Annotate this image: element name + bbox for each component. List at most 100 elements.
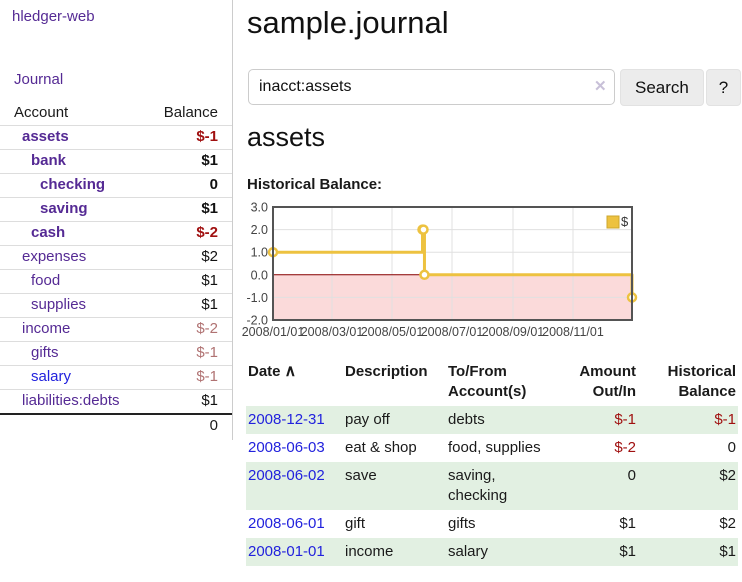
data-point-marker xyxy=(419,269,430,281)
account-link[interactable]: liabilities:debts xyxy=(22,392,120,409)
transaction-date-cell: 2008-06-02 xyxy=(246,462,343,510)
column-header-date[interactable]: Date ∧ xyxy=(246,360,343,406)
transaction-row: 2008-01-01 income salary $1 $1 xyxy=(246,538,738,566)
account-link[interactable]: food xyxy=(31,272,61,289)
account-row: supplies $1 xyxy=(0,294,232,318)
search-button[interactable]: Search xyxy=(620,69,704,106)
account-link[interactable]: income xyxy=(22,320,71,337)
x-axis-tick-label: 2008/11/01 xyxy=(542,325,604,339)
account-link[interactable]: bank xyxy=(31,152,67,169)
transaction-row: 2008-12-31 pay off debts $-1 $-1 xyxy=(246,406,738,434)
account-balance: $1 xyxy=(201,392,218,409)
transaction-balance: $2 xyxy=(719,515,736,532)
account-balance: $-2 xyxy=(196,320,218,337)
transaction-date-link[interactable]: 2008-01-01 xyxy=(248,543,325,560)
accounts-table-header: Account Balance xyxy=(0,102,232,126)
account-row: gifts $-1 xyxy=(0,342,232,366)
accounts-total-value: 0 xyxy=(209,417,218,434)
account-heading: assets xyxy=(247,122,326,152)
account-link[interactable]: checking xyxy=(40,176,106,193)
account-balance: $-1 xyxy=(196,344,218,361)
transaction-description: pay off xyxy=(345,411,390,428)
transaction-description: eat & shop xyxy=(345,439,417,456)
x-axis-tick-label: 2008/01/01 xyxy=(242,325,305,339)
account-link[interactable]: salary xyxy=(31,368,72,385)
x-axis-tick-label: 2008/07/01 xyxy=(421,325,484,339)
column-header-amount[interactable]: Amount Out/In xyxy=(579,363,636,400)
sidebar-divider xyxy=(232,0,233,440)
y-axis-tick-label: 0.0 xyxy=(251,268,268,282)
account-link[interactable]: supplies xyxy=(31,296,87,313)
x-axis-tick-label: 2008/09/01 xyxy=(482,325,545,339)
account-balance: 0 xyxy=(209,176,218,193)
account-row: food $1 xyxy=(0,270,232,294)
account-row: liabilities:debts $1 xyxy=(0,390,232,415)
register-table: Date ∧ Description To/From Account(s) Amo… xyxy=(246,360,738,566)
chart-title: Historical Balance: xyxy=(247,176,383,193)
account-balance: $2 xyxy=(201,248,218,265)
register-table-body: 2008-12-31 pay off debts $-1 $-1 2008-06-03 ea… xyxy=(246,406,738,566)
historical-balance-chart: $3.0 2.0 1.0 0.0 -1.0 -2.02008/01/012008/03/0… xyxy=(242,201,638,339)
transaction-accounts: salary xyxy=(448,543,489,560)
date-header-label: Date xyxy=(248,363,281,380)
transaction-amount: $1 xyxy=(619,515,636,532)
account-link[interactable]: cash xyxy=(31,224,66,241)
account-row: expenses $2 xyxy=(0,246,232,270)
transaction-date-link[interactable]: 2008-06-02 xyxy=(248,467,325,484)
account-row: salary $-1 xyxy=(0,366,232,390)
app-brand-link[interactable]: hledger-web xyxy=(12,8,95,25)
register-header-row: Date ∧ Description To/From Account(s) Amo… xyxy=(246,360,738,406)
transaction-amount: $-1 xyxy=(614,411,636,428)
transaction-date-link[interactable]: 2008-06-03 xyxy=(248,439,325,456)
transaction-balance: $1 xyxy=(719,543,736,560)
transaction-accounts: saving, checking xyxy=(448,467,508,504)
transaction-row: 2008-06-01 gift gifts $1 $2 xyxy=(246,510,738,538)
transaction-date-cell: 2008-06-03 xyxy=(246,434,343,462)
transaction-date-link[interactable]: 2008-06-01 xyxy=(248,515,325,532)
search-input[interactable] xyxy=(248,69,615,105)
accounts-header-account: Account xyxy=(14,104,69,121)
sidebar: hledger-web Journal Account Balance asse… xyxy=(0,0,233,582)
y-axis-tick-label: 1.0 xyxy=(251,246,268,260)
account-balance: $1 xyxy=(201,296,218,313)
sidebar-item-journal[interactable]: Journal xyxy=(14,71,64,88)
transaction-date-link[interactable]: 2008-12-31 xyxy=(248,411,325,428)
transaction-accounts: gifts xyxy=(448,515,476,532)
clear-search-icon[interactable]: ✕ xyxy=(594,78,607,95)
column-header-balance[interactable]: Historical Balance xyxy=(667,363,736,400)
accounts-table-body: assets $-1 bank $1 checking 0 saving $1 cash $-2 e… xyxy=(0,126,232,415)
account-link[interactable]: saving xyxy=(40,200,88,217)
account-balance: $1 xyxy=(201,200,218,217)
plot-border xyxy=(272,206,633,321)
account-balance: $-1 xyxy=(196,368,218,385)
accounts-table: Account Balance assets $-1 bank $1 checking 0… xyxy=(0,102,232,438)
account-balance: $-2 xyxy=(196,224,218,241)
account-link[interactable]: gifts xyxy=(31,344,59,361)
transaction-balance: 0 xyxy=(727,439,736,456)
column-header-account[interactable]: To/From Account(s) xyxy=(448,363,527,400)
transaction-date-cell: 2008-12-31 xyxy=(246,406,343,434)
help-button[interactable]: ? xyxy=(706,69,741,106)
account-row: cash $-2 xyxy=(0,222,232,246)
x-axis-tick-label: 2008/05/01 xyxy=(361,325,424,339)
account-balance: $1 xyxy=(201,152,218,169)
account-row: checking 0 xyxy=(0,174,232,198)
accounts-total-row: 0 xyxy=(0,415,232,438)
y-axis-tick-label: -1.0 xyxy=(246,291,268,305)
accounts-header-balance: Balance xyxy=(163,104,218,121)
account-link[interactable]: expenses xyxy=(22,248,87,265)
transaction-date-cell: 2008-01-01 xyxy=(246,538,343,566)
account-row: bank $1 xyxy=(0,150,232,174)
account-link[interactable]: assets xyxy=(22,128,69,145)
transaction-amount: $-2 xyxy=(614,439,636,456)
transaction-amount: $1 xyxy=(619,543,636,560)
column-header-description[interactable]: Description xyxy=(345,363,428,380)
account-row: income $-2 xyxy=(0,318,232,342)
transaction-description: save xyxy=(345,467,377,484)
data-point-marker xyxy=(418,224,429,235)
transaction-balance: $2 xyxy=(719,467,736,484)
y-axis-tick-label: 3.0 xyxy=(251,201,268,215)
y-axis-tick-label: 2.0 xyxy=(251,223,268,237)
transaction-accounts: debts xyxy=(448,411,485,428)
sort-asc-icon[interactable]: ∧ xyxy=(284,363,297,380)
